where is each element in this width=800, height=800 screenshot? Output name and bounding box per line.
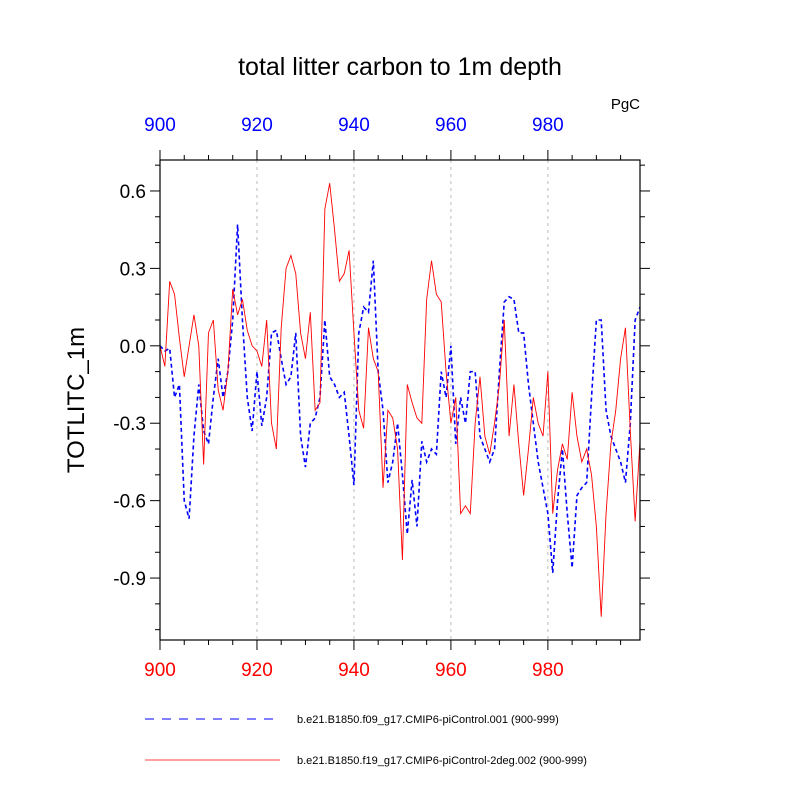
y-tick-label: -0.3 bbox=[113, 414, 146, 435]
x-tick-label-bottom: 960 bbox=[435, 660, 467, 681]
x-tick-label-top: 980 bbox=[532, 115, 564, 136]
x-tick-label-top: 960 bbox=[435, 115, 467, 136]
y-tick-label: 0.3 bbox=[120, 259, 146, 280]
x-tick-label-top: 900 bbox=[144, 115, 176, 136]
y-axis-label: TOTLITC_1m bbox=[63, 327, 90, 473]
x-tick-label-bottom: 980 bbox=[532, 660, 564, 681]
series-line-1 bbox=[159, 224, 641, 573]
units-label: PgC bbox=[611, 96, 640, 113]
y-tick-label: -0.9 bbox=[113, 569, 146, 590]
x-tick-label-top: 940 bbox=[338, 115, 370, 136]
legend-label-2: b.e21.B1850.f19_g17.CMIP6-piControl-2deg… bbox=[297, 755, 587, 767]
x-tick-label-bottom: 900 bbox=[144, 660, 176, 681]
x-tick-label-top: 920 bbox=[241, 115, 273, 136]
y-tick-label: 0.0 bbox=[120, 337, 146, 358]
plot-frame bbox=[159, 159, 641, 641]
x-tick-label-bottom: 920 bbox=[241, 660, 273, 681]
series-line-2 bbox=[159, 183, 641, 617]
y-tick-label: 0.6 bbox=[120, 182, 146, 203]
chart-title: total litter carbon to 1m depth bbox=[238, 53, 562, 81]
y-tick-label: -0.6 bbox=[113, 492, 146, 513]
legend-label-1: b.e21.B1850.f09_g17.CMIP6-piControl.001 … bbox=[297, 714, 559, 726]
x-tick-label-bottom: 940 bbox=[338, 660, 370, 681]
